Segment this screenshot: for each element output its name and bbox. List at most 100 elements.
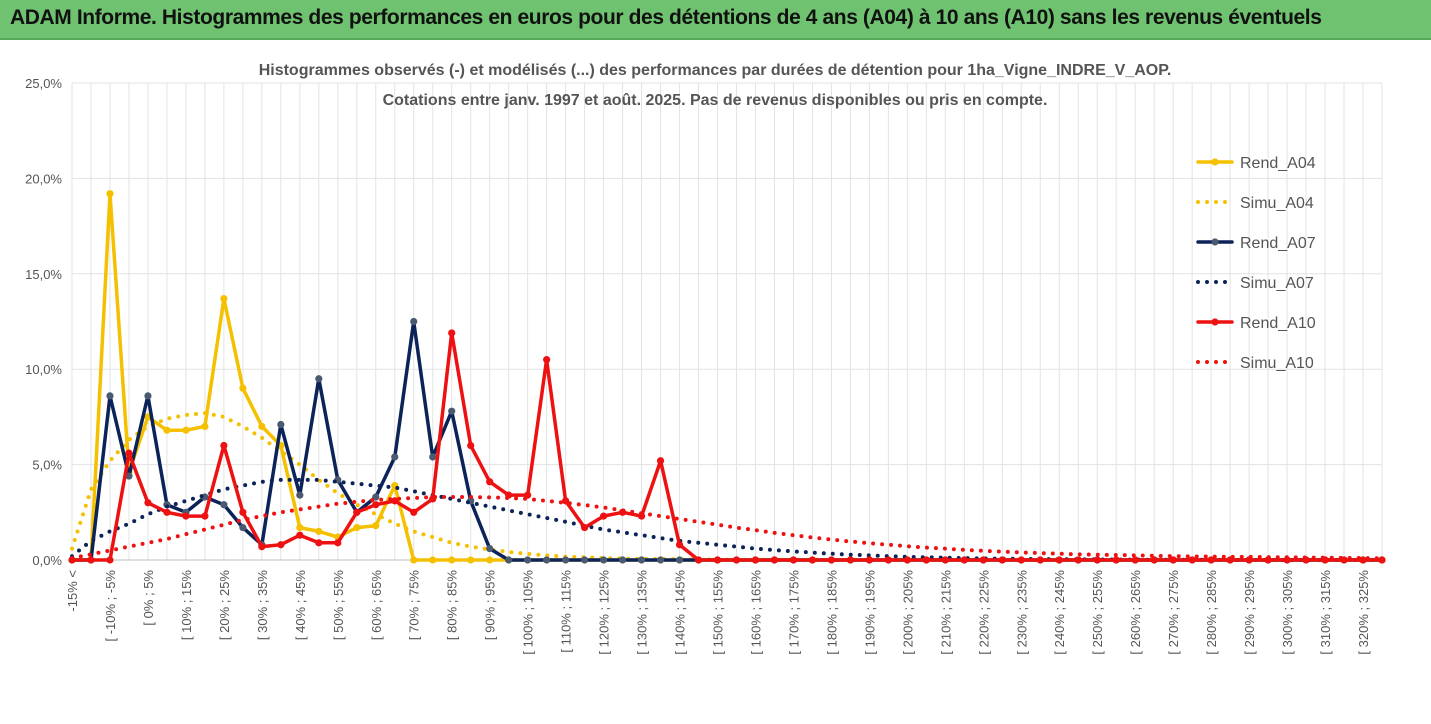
data-point-Rend_A07 <box>429 453 437 461</box>
x-tick-label: [ 30% ; 35% <box>255 570 270 641</box>
data-point-Rend_A07 <box>372 493 380 501</box>
data-point-Rend_A07 <box>315 375 323 383</box>
data-point-Rend_A10 <box>827 556 836 564</box>
y-tick-label: 15,0% <box>25 267 62 282</box>
legend-item-Rend_A07: Rend_A07 <box>1196 235 1316 252</box>
data-point-Rend_A10 <box>922 556 930 564</box>
data-point-Rend_A10 <box>789 556 798 564</box>
data-point-Rend_A10 <box>675 541 684 549</box>
data-point-Rend_A10 <box>391 497 399 505</box>
x-tick-label: [ 180% ; 185% <box>824 570 839 655</box>
data-point-Rend_A10 <box>998 556 1006 564</box>
series-Simu_A10 <box>70 495 1384 561</box>
series-Rend_A10 <box>68 329 1386 564</box>
legend-label: Rend_A07 <box>1240 235 1316 252</box>
data-point-Rend_A07 <box>562 556 570 564</box>
x-tick-label: [ 150% ; 155% <box>711 570 726 655</box>
data-point-Rend_A07 <box>675 556 684 564</box>
data-point-Rend_A07 <box>486 544 494 553</box>
x-tick-label: [ 220% ; 225% <box>976 570 991 655</box>
x-tick-label: [ 70% ; 75% <box>407 570 422 641</box>
data-point-Rend_A10 <box>1112 556 1120 564</box>
series-line-Simu_A10 <box>70 495 1384 561</box>
legend-label: Simu_A07 <box>1240 275 1314 292</box>
data-point-Rend_A10 <box>656 457 665 465</box>
data-point-Rend_A10 <box>1150 556 1158 564</box>
data-point-Rend_A04 <box>429 556 437 564</box>
x-tick-label: [ 0% ; 5% <box>141 570 156 626</box>
data-point-Rend_A10 <box>315 539 323 547</box>
data-point-Rend_A04 <box>486 556 494 564</box>
data-point-Rend_A10 <box>182 512 190 520</box>
data-point-Rend_A07 <box>599 556 608 564</box>
data-point-Rend_A10 <box>865 556 873 564</box>
x-tick-label: [ 50% ; 55% <box>331 570 346 641</box>
data-point-Rend_A04 <box>163 426 171 434</box>
x-tick-label: [ 130% ; 135% <box>635 570 650 655</box>
data-point-Rend_A10 <box>1169 556 1177 564</box>
data-point-Rend_A10 <box>277 541 285 549</box>
data-point-Rend_A10 <box>144 499 152 507</box>
legend-item-Simu_A10: Simu_A10 <box>1196 355 1314 372</box>
series-lines <box>68 190 1386 564</box>
data-point-Rend_A10 <box>846 556 855 564</box>
data-point-Rend_A07 <box>581 556 589 564</box>
data-point-Rend_A10 <box>524 491 532 499</box>
x-tick-label: [ 60% ; 65% <box>369 570 384 641</box>
data-point-Rend_A10 <box>1074 556 1082 564</box>
x-tick-label: [ 210% ; 215% <box>938 570 953 655</box>
data-point-Rend_A04 <box>372 522 380 530</box>
x-tick-label: [ 10% ; 15% <box>179 570 194 641</box>
data-point-Rend_A10 <box>1017 556 1025 564</box>
data-point-Rend_A04 <box>258 422 266 431</box>
data-point-Rend_A07 <box>391 453 399 461</box>
data-point-Rend_A04 <box>296 523 304 532</box>
legend-label: Rend_A04 <box>1240 155 1316 172</box>
y-tick-label: 5,0% <box>32 458 62 473</box>
chart-subtitle: Cotations entre janv. 1997 et août. 2025… <box>383 92 1048 109</box>
data-point-Rend_A10 <box>334 539 342 547</box>
legend-item-Rend_A10: Rend_A10 <box>1196 315 1316 332</box>
x-tick-label: -15% < <box>65 570 80 612</box>
data-point-Rend_A10 <box>884 556 892 564</box>
legend-item-Simu_A04: Simu_A04 <box>1196 195 1314 212</box>
x-tick-label: [ 300% ; 305% <box>1280 570 1295 655</box>
data-point-Rend_A10 <box>979 556 987 564</box>
data-point-Rend_A10 <box>1207 556 1215 564</box>
x-tick-label: [ 110% ; 115% <box>559 570 574 653</box>
x-tick-label: [ 240% ; 245% <box>1052 570 1067 655</box>
data-point-Rend_A10 <box>125 449 133 457</box>
chart-title: Histogrammes observés (-) et modélisés (… <box>259 62 1172 79</box>
y-tick-label: 10,0% <box>25 362 62 377</box>
data-point-Rend_A10 <box>353 508 361 516</box>
data-point-Rend_A10 <box>751 556 760 564</box>
legend-label: Rend_A10 <box>1240 315 1316 332</box>
data-point-Rend_A04 <box>239 384 247 392</box>
data-point-Rend_A10 <box>1055 556 1063 564</box>
data-point-Rend_A10 <box>1359 556 1367 564</box>
x-tick-label: [ 170% ; 175% <box>786 570 801 655</box>
data-point-Rend_A07 <box>125 472 133 480</box>
data-point-Rend_A04 <box>182 426 190 434</box>
data-point-Rend_A10 <box>732 556 741 564</box>
data-point-Rend_A10 <box>599 512 608 520</box>
data-point-Rend_A04 <box>467 556 475 564</box>
data-point-Rend_A07 <box>524 556 532 564</box>
data-point-Rend_A10 <box>220 441 228 450</box>
legend-label: Simu_A10 <box>1240 355 1314 372</box>
x-tick-label: [ 190% ; 195% <box>862 570 877 655</box>
data-point-Rend_A07 <box>277 420 285 429</box>
histogram-chart: 0,0% 5,0% 10,0% 15,0% 20,0% 25,0% -15% < [ -10%… <box>25 62 1386 655</box>
data-point-Rend_A10 <box>239 508 247 516</box>
data-point-Rend_A10 <box>770 556 779 564</box>
legend: Rend_A04 Simu_A04 Rend_A07 Simu_A07 Rend_A10… <box>1196 155 1316 372</box>
data-point-Rend_A07 <box>505 556 513 564</box>
x-tick-label: [ 320% ; 325% <box>1356 570 1371 655</box>
x-tick-label: [ 100% ; 105% <box>521 570 536 655</box>
data-point-Rend_A07 <box>296 491 304 499</box>
data-point-Rend_A07 <box>637 556 646 564</box>
data-point-Rend_A04 <box>201 422 209 431</box>
data-point-Rend_A04 <box>448 556 456 564</box>
x-tick-label: [ 230% ; 235% <box>1014 570 1029 655</box>
data-point-Rend_A10 <box>1131 556 1139 564</box>
